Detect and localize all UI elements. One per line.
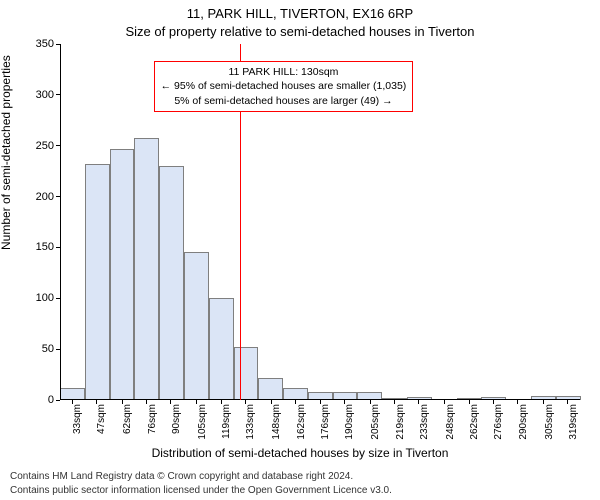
x-tick-label: 148sqm bbox=[271, 404, 282, 440]
x-tick-label: 319sqm bbox=[568, 404, 579, 440]
x-tick-label: 33sqm bbox=[72, 404, 83, 434]
x-tick-label: 62sqm bbox=[122, 404, 133, 434]
x-tick-label: 76sqm bbox=[147, 404, 158, 434]
x-tick-label: 133sqm bbox=[245, 404, 256, 440]
y-tick-mark bbox=[56, 196, 60, 197]
y-tick-label: 300 bbox=[36, 89, 54, 101]
y-axis-line bbox=[60, 44, 61, 400]
x-tick-label: 290sqm bbox=[518, 404, 529, 440]
x-tick-label: 262sqm bbox=[469, 404, 480, 440]
x-tick-label: 233sqm bbox=[419, 404, 430, 440]
y-tick-label: 0 bbox=[48, 394, 54, 406]
histogram-bar bbox=[184, 252, 209, 401]
footer-line-1: Contains HM Land Registry data © Crown c… bbox=[10, 471, 353, 482]
chart-title: Size of property relative to semi-detach… bbox=[0, 24, 600, 39]
x-tick-label: 205sqm bbox=[370, 404, 381, 440]
histogram-bar bbox=[85, 164, 110, 400]
histogram-bar bbox=[159, 166, 184, 400]
annotation-box: 11 PARK HILL: 130sqm← 95% of semi-detach… bbox=[154, 61, 414, 112]
y-tick-mark bbox=[56, 349, 60, 350]
x-tick-label: 162sqm bbox=[296, 404, 307, 440]
y-tick-mark bbox=[56, 44, 60, 45]
chart-container: 11, PARK HILL, TIVERTON, EX16 6RP Size o… bbox=[0, 0, 600, 500]
y-tick-label: 150 bbox=[36, 241, 54, 253]
histogram-bar bbox=[110, 149, 135, 400]
y-tick-mark bbox=[56, 400, 60, 401]
annotation-line: 5% of semi-detached houses are larger (4… bbox=[161, 94, 407, 108]
histogram-bar bbox=[234, 347, 259, 400]
x-tick-label: 119sqm bbox=[221, 404, 232, 439]
x-tick-label: 47sqm bbox=[96, 404, 107, 434]
x-tick-label: 219sqm bbox=[395, 404, 406, 440]
histogram-bar bbox=[209, 298, 234, 400]
plot-area: 05010015020025030035033sqm47sqm62sqm76sq… bbox=[60, 44, 580, 400]
x-tick-label: 276sqm bbox=[493, 404, 504, 440]
x-tick-label: 90sqm bbox=[171, 404, 182, 434]
y-axis-label: Number of semi-detached properties bbox=[0, 55, 13, 250]
y-tick-mark bbox=[56, 94, 60, 95]
y-tick-mark bbox=[56, 145, 60, 146]
y-tick-label: 350 bbox=[36, 38, 54, 50]
annotation-line: 11 PARK HILL: 130sqm bbox=[161, 65, 407, 79]
x-tick-label: 248sqm bbox=[445, 404, 456, 440]
y-tick-label: 250 bbox=[36, 140, 54, 152]
y-tick-label: 100 bbox=[36, 292, 54, 304]
annotation-line: ← 95% of semi-detached houses are smalle… bbox=[161, 79, 407, 93]
histogram-bar bbox=[258, 378, 283, 400]
y-tick-mark bbox=[56, 298, 60, 299]
x-tick-label: 176sqm bbox=[320, 404, 331, 440]
x-tick-label: 305sqm bbox=[544, 404, 555, 440]
chart-supertitle: 11, PARK HILL, TIVERTON, EX16 6RP bbox=[0, 6, 600, 21]
histogram-bar bbox=[134, 138, 159, 400]
y-tick-label: 50 bbox=[42, 343, 54, 355]
x-tick-label: 190sqm bbox=[344, 404, 355, 440]
y-tick-label: 200 bbox=[36, 191, 54, 203]
y-tick-mark bbox=[56, 247, 60, 248]
x-axis-label: Distribution of semi-detached houses by … bbox=[0, 446, 600, 460]
x-tick-label: 105sqm bbox=[197, 404, 208, 440]
footer-line-2: Contains public sector information licen… bbox=[10, 485, 392, 496]
